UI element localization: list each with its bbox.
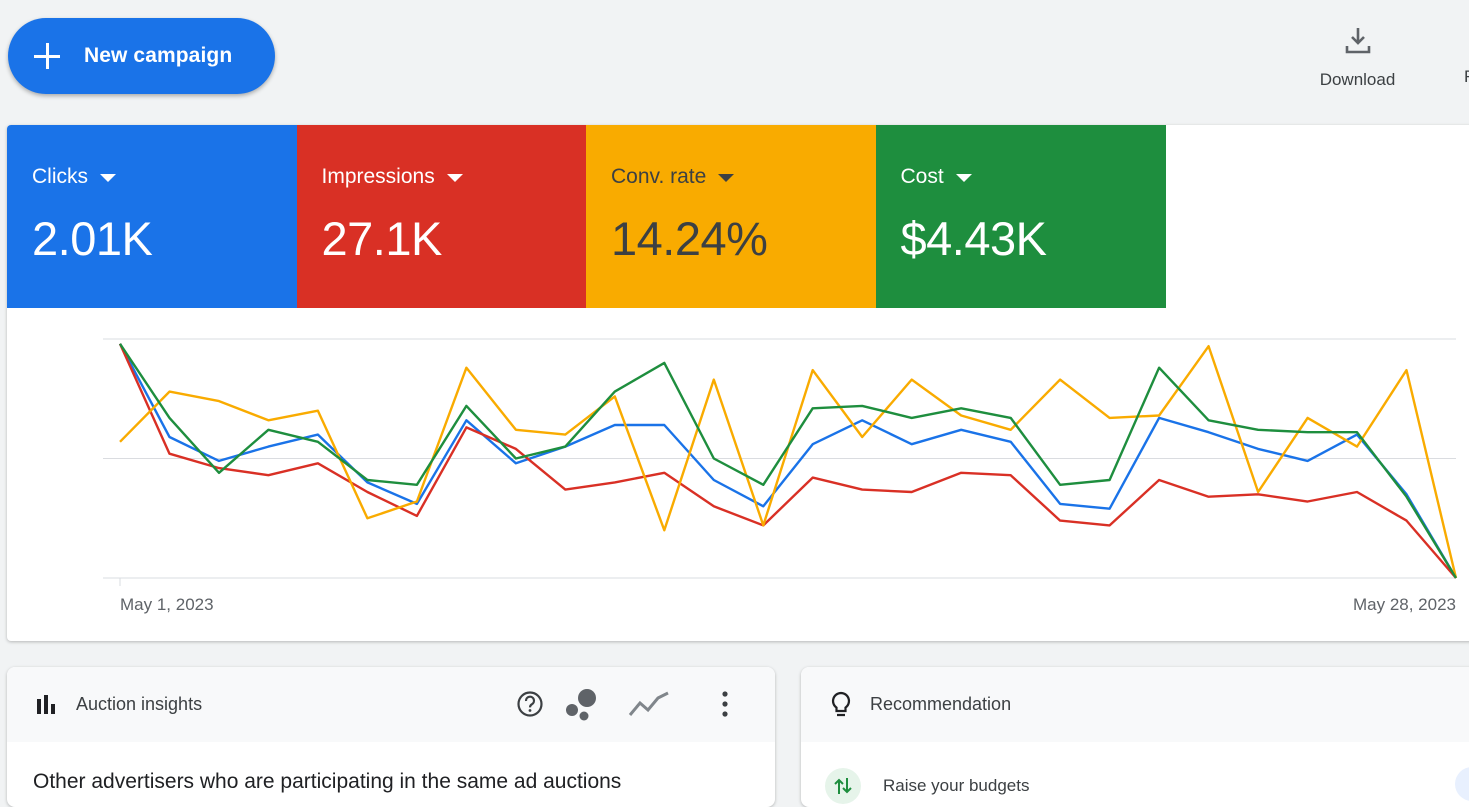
recommendation-card: Recommendation Raise your budgets <box>801 667 1469 807</box>
bar-chart-icon <box>37 695 55 714</box>
performance-line-chart: May 1, 2023 May 28, 2023 <box>103 338 1458 614</box>
metric-tile-conv-rate[interactable]: Conv. rate 14.24% <box>586 125 876 308</box>
metric-tile-cost[interactable]: Cost $4.43K <box>875 125 1166 308</box>
dropdown-caret-icon[interactable] <box>718 174 735 182</box>
truncated-toolbar-button[interactable]: F <box>1464 67 1469 87</box>
metric-label: Impressions <box>322 165 587 189</box>
auction-insights-header: Auction insights <box>7 667 775 742</box>
lightbulb-icon <box>831 691 851 717</box>
dropdown-caret-icon[interactable] <box>100 174 116 182</box>
download-label: Download <box>1319 70 1396 89</box>
metric-label: Cost <box>901 165 1166 189</box>
more-vert-icon[interactable] <box>717 690 733 718</box>
help-icon[interactable] <box>516 690 544 718</box>
series-line-clicks <box>118 343 1458 579</box>
trending-up-icon <box>825 768 861 804</box>
metric-label: Clicks <box>32 165 297 189</box>
auction-insights-description: Other advertisers who are participating … <box>33 770 622 793</box>
download-button[interactable]: Download <box>1300 26 1415 90</box>
recommendation-title: Recommendation <box>870 694 1012 714</box>
new-campaign-button[interactable]: New campaign <box>8 18 275 94</box>
auction-insights-card: Auction insights Other advertisers who a… <box>7 667 775 807</box>
x-tick-label-start: May 1, 2023 <box>120 595 214 614</box>
new-campaign-label: New campaign <box>84 44 233 67</box>
metric-value: 2.01K <box>32 212 153 265</box>
series-line-cost <box>119 343 1458 579</box>
recommendation-item[interactable]: Raise your budgets <box>883 776 1030 795</box>
metric-value: $4.43K <box>900 212 1047 265</box>
line-chart-icon[interactable] <box>628 689 672 719</box>
dropdown-caret-icon[interactable] <box>955 174 972 182</box>
metric-value: 14.24% <box>611 212 768 265</box>
series-line-conv-rate <box>119 345 1458 579</box>
x-tick-label-end: May 28, 2023 <box>1353 595 1456 614</box>
download-icon <box>1345 28 1370 54</box>
metric-value: 27.1K <box>321 212 443 265</box>
metric-tile-impressions[interactable]: Impressions 27.1K <box>296 125 587 308</box>
dropdown-caret-icon[interactable] <box>446 174 463 182</box>
plus-icon <box>34 43 60 69</box>
scatter-plot-icon[interactable] <box>564 686 600 722</box>
performance-card: Clicks 2.01K Impressions 27.1K Conv. rate 14.… <box>7 125 1469 641</box>
recommendation-header: Recommendation <box>801 667 1469 742</box>
series-line-impressions <box>118 343 1457 579</box>
metric-label: Conv. rate <box>611 165 876 189</box>
auction-insights-title: Auction insights <box>76 694 203 714</box>
recommendation-action-icon[interactable] <box>1455 767 1469 801</box>
metric-tile-clicks[interactable]: Clicks 2.01K <box>7 125 297 308</box>
